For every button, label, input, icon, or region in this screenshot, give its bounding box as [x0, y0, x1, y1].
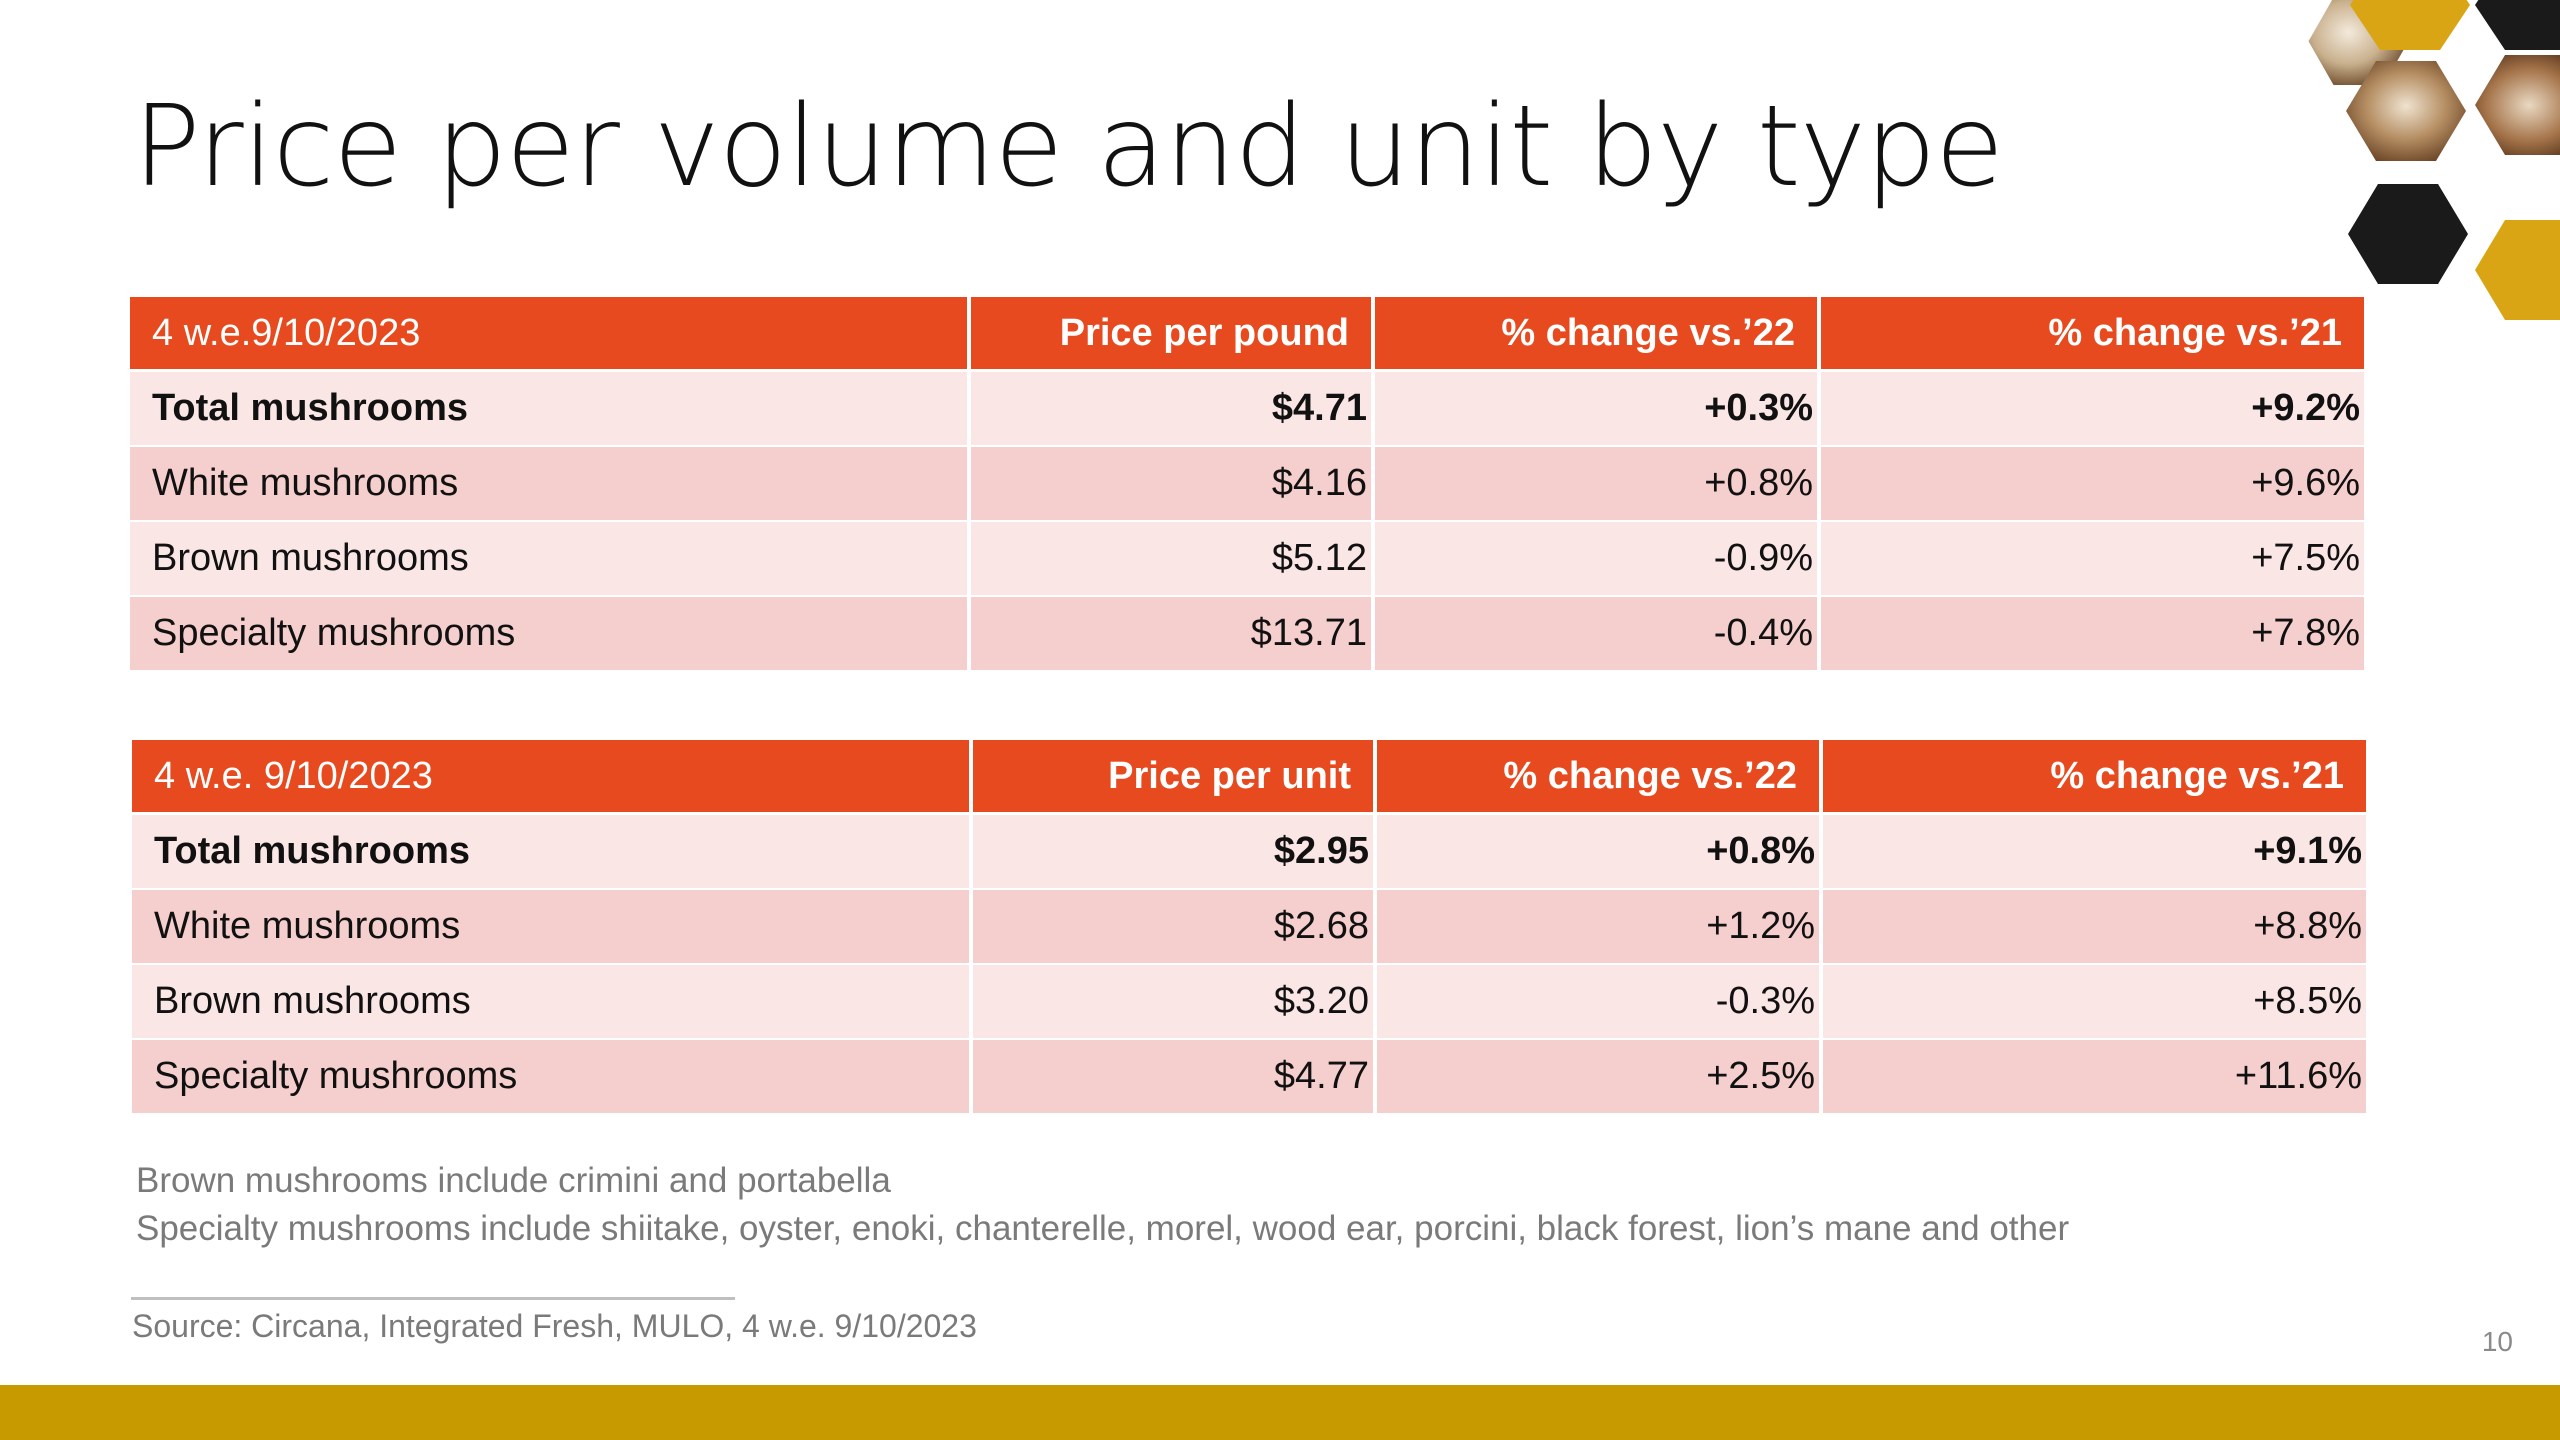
hex-black-1 — [2475, 0, 2560, 50]
hexagon-mushroom-decoration — [2308, 0, 2560, 320]
price-cell: $3.20 — [973, 965, 1377, 1040]
price-cell: $5.12 — [971, 522, 1375, 597]
price-per-pound-table: 4 w.e.9/10/2023 Price per pound % change… — [130, 297, 2364, 672]
row-label: Total mushrooms — [130, 372, 971, 447]
change-22-cell: -0.3% — [1377, 965, 1823, 1040]
change-21-cell: +9.6% — [1821, 447, 2364, 522]
footnote-specialty: Specialty mushrooms include shiitake, oy… — [136, 1209, 2070, 1248]
price-cell: $4.71 — [971, 372, 1375, 447]
change-21-cell: +8.5% — [1823, 965, 2366, 1040]
change-22-cell: +0.8% — [1375, 447, 1821, 522]
period-header: 4 w.e.9/10/2023 — [130, 297, 971, 372]
table-row: Specialty mushrooms $4.77 +2.5% +11.6% — [132, 1040, 2366, 1115]
table-row: Brown mushrooms $3.20 -0.3% +8.5% — [132, 965, 2366, 1040]
change-22-cell: -0.9% — [1375, 522, 1821, 597]
footnotes: Brown mushrooms include crimini and port… — [136, 1157, 2069, 1253]
change-21-cell: +7.5% — [1821, 522, 2364, 597]
source-divider — [131, 1297, 735, 1300]
change-21-cell: +8.8% — [1823, 890, 2366, 965]
table-row: Specialty mushrooms $13.71 -0.4% +7.8% — [130, 597, 2364, 672]
slide-title: Price per volume and unit by type — [133, 82, 2004, 212]
change-22-cell: +0.8% — [1377, 815, 1823, 890]
row-label: White mushrooms — [132, 890, 973, 965]
hex-photo-3 — [2475, 55, 2560, 155]
table-row: Brown mushrooms $5.12 -0.9% +7.5% — [130, 522, 2364, 597]
row-label: Brown mushrooms — [130, 522, 971, 597]
price-per-pound-header: Price per pound — [971, 297, 1375, 372]
change-22-cell: -0.4% — [1375, 597, 1821, 672]
change-vs-21-header: % change vs.’21 — [1821, 297, 2364, 372]
change-21-cell: +11.6% — [1823, 1040, 2366, 1115]
page-number: 10 — [2481, 1326, 2513, 1357]
table-row: White mushrooms $4.16 +0.8% +9.6% — [130, 447, 2364, 522]
table-header-row: 4 w.e. 9/10/2023 Price per unit % change… — [132, 740, 2366, 815]
price-cell: $2.68 — [973, 890, 1377, 965]
price-cell: $2.95 — [973, 815, 1377, 890]
table-row: Total mushrooms $4.71 +0.3% +9.2% — [130, 372, 2364, 447]
change-21-cell: +9.1% — [1823, 815, 2366, 890]
hex-gold-2 — [2475, 220, 2560, 320]
change-21-cell: +7.8% — [1821, 597, 2364, 672]
change-22-cell: +1.2% — [1377, 890, 1823, 965]
change-vs-21-header: % change vs.’21 — [1823, 740, 2366, 815]
footer-bar — [0, 1385, 2560, 1440]
source-note: Source: Circana, Integrated Fresh, MULO,… — [132, 1308, 977, 1344]
price-per-unit-table: 4 w.e. 9/10/2023 Price per unit % change… — [132, 740, 2366, 1115]
table-row: White mushrooms $2.68 +1.2% +8.8% — [132, 890, 2366, 965]
hex-gold-1 — [2350, 0, 2470, 50]
change-21-cell: +9.2% — [1821, 372, 2364, 447]
period-header: 4 w.e. 9/10/2023 — [132, 740, 973, 815]
change-22-cell: +0.3% — [1375, 372, 1821, 447]
hex-photo-2 — [2346, 61, 2466, 161]
price-cell: $4.77 — [973, 1040, 1377, 1115]
table-row: Total mushrooms $2.95 +0.8% +9.1% — [132, 815, 2366, 890]
row-label: Specialty mushrooms — [132, 1040, 973, 1115]
price-cell: $4.16 — [971, 447, 1375, 522]
row-label: Total mushrooms — [132, 815, 973, 890]
footnote-brown: Brown mushrooms include crimini and port… — [136, 1161, 891, 1200]
row-label: Brown mushrooms — [132, 965, 973, 1040]
change-vs-22-header: % change vs.’22 — [1377, 740, 1823, 815]
price-cell: $13.71 — [971, 597, 1375, 672]
change-vs-22-header: % change vs.’22 — [1375, 297, 1821, 372]
table-header-row: 4 w.e.9/10/2023 Price per pound % change… — [130, 297, 2364, 372]
row-label: White mushrooms — [130, 447, 971, 522]
row-label: Specialty mushrooms — [130, 597, 971, 672]
hex-black-2 — [2348, 184, 2468, 284]
price-per-unit-header: Price per unit — [973, 740, 1377, 815]
change-22-cell: +2.5% — [1377, 1040, 1823, 1115]
